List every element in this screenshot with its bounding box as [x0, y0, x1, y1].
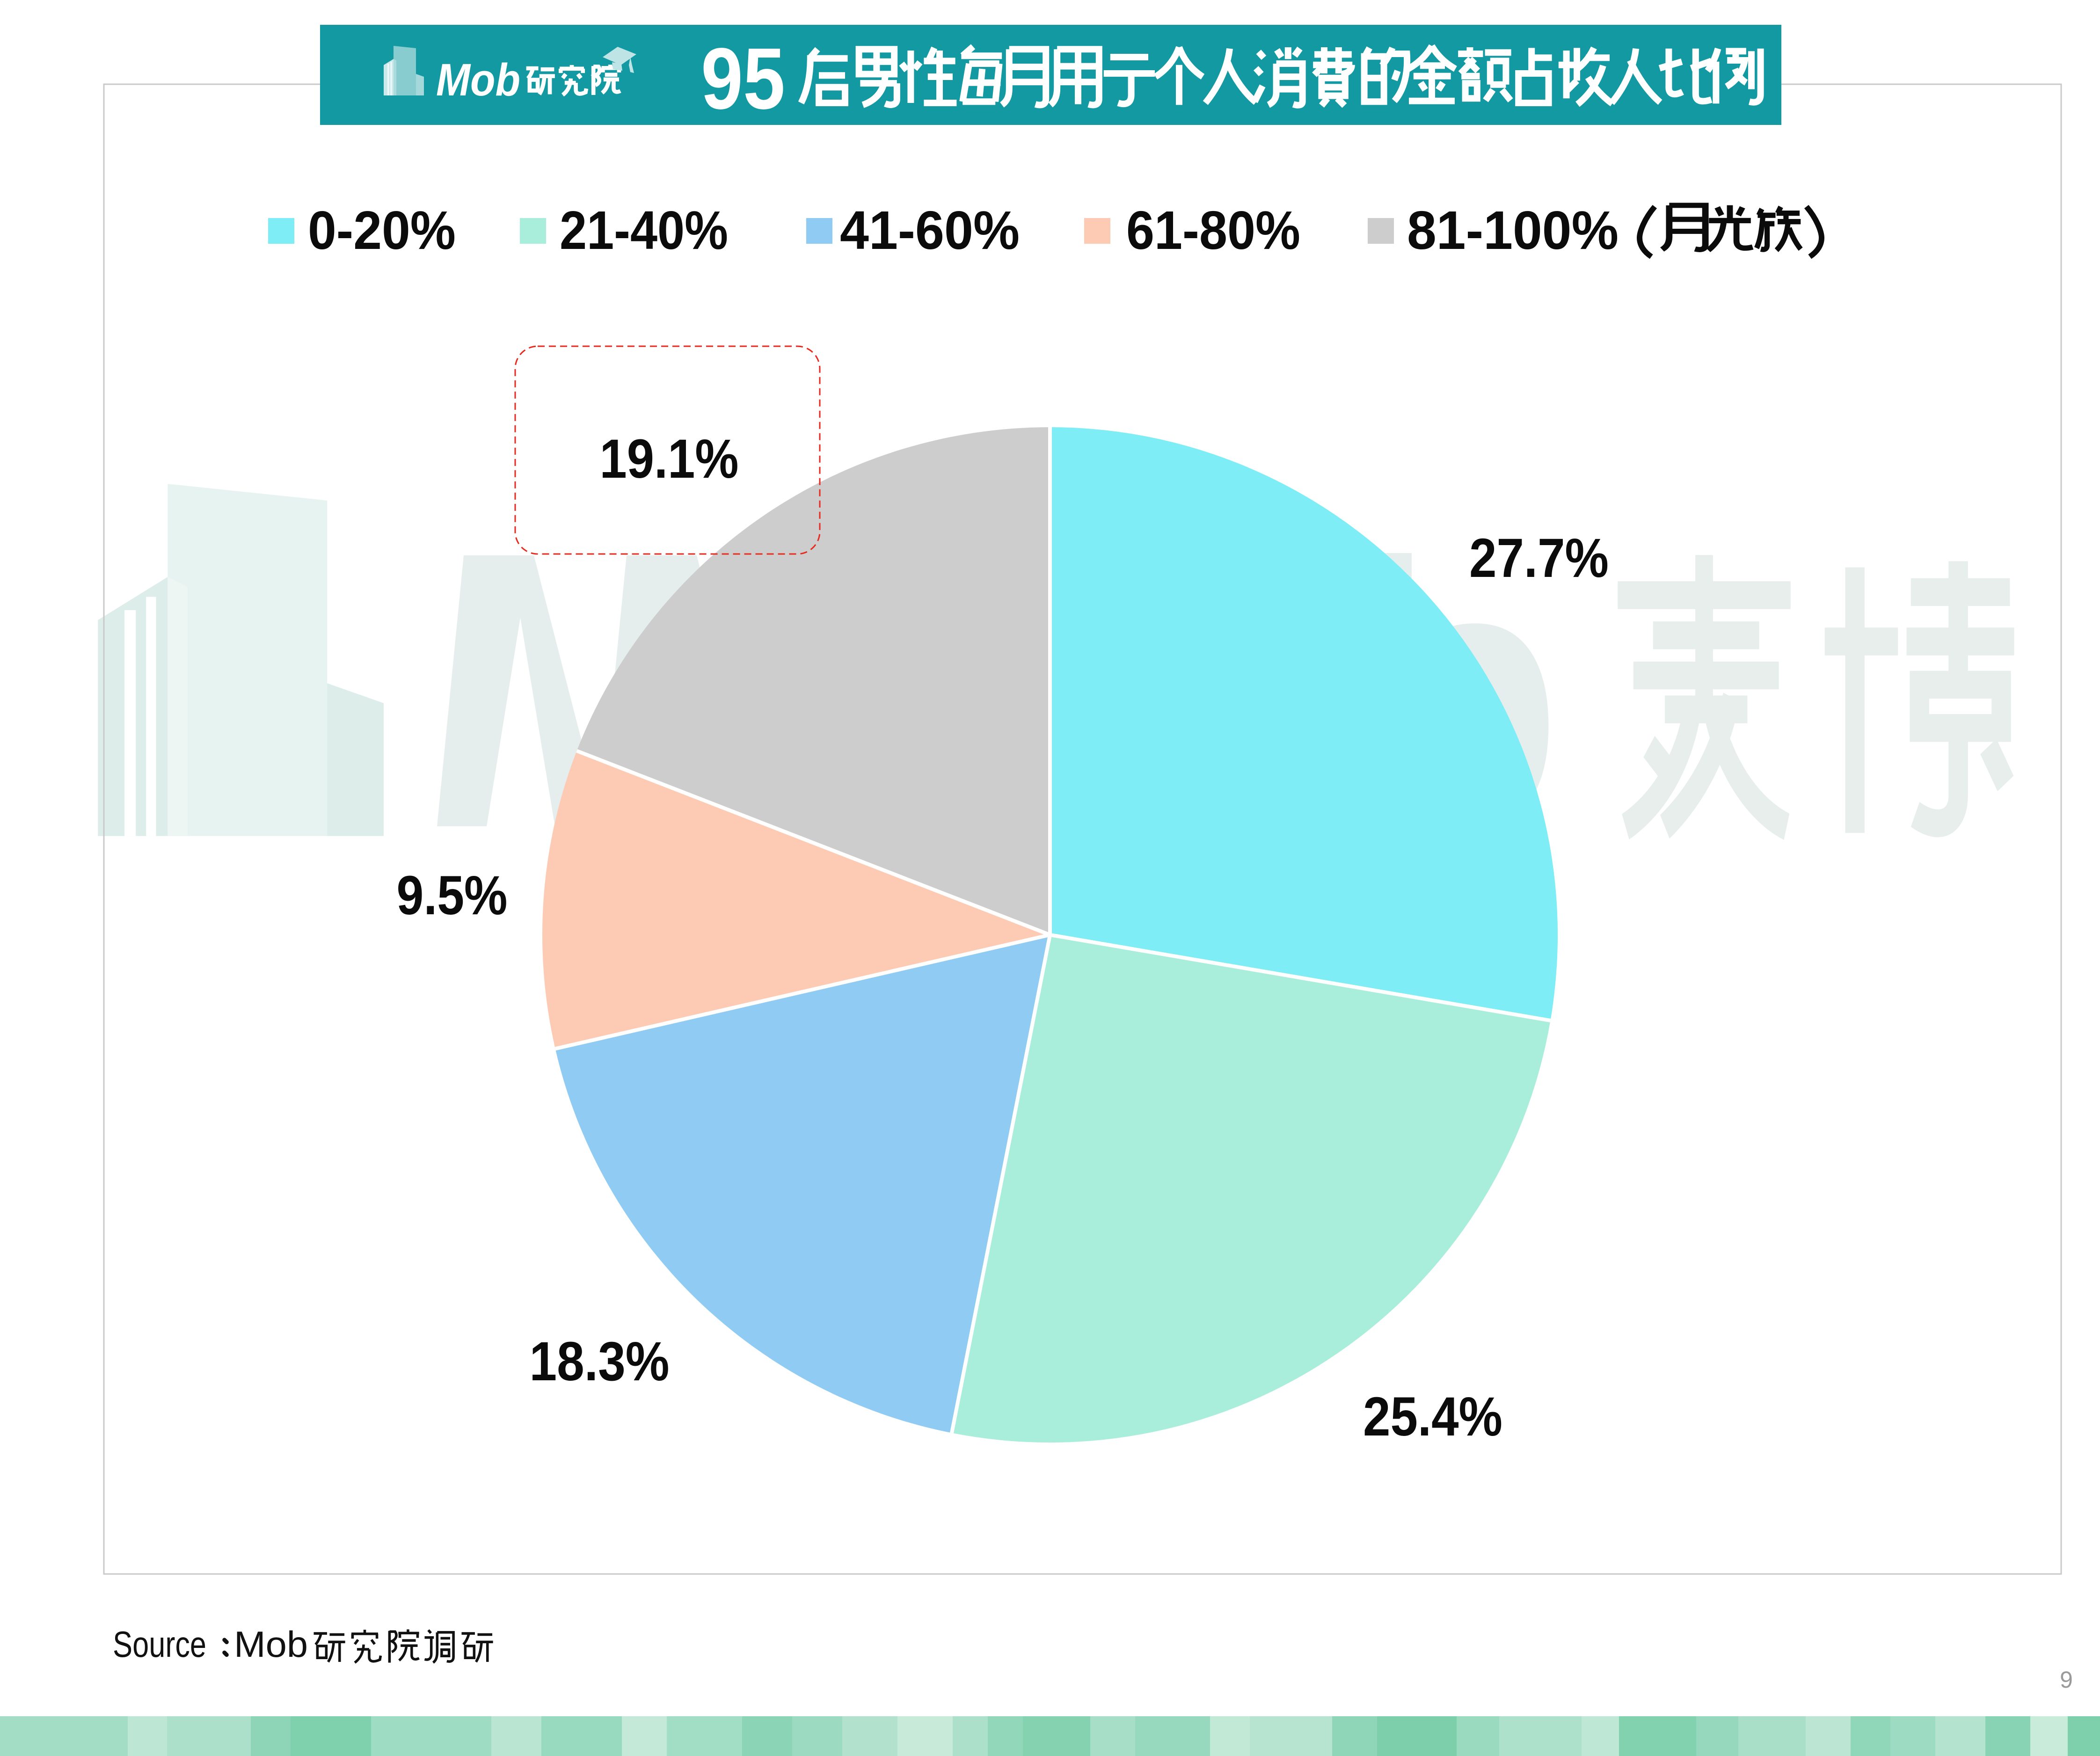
svg-text:61-80%: 61-80% — [1126, 200, 1300, 261]
svg-text:27.7%: 27.7% — [1469, 527, 1609, 589]
svg-text:95: 95 — [701, 30, 785, 127]
svg-text:18.3%: 18.3% — [530, 1331, 670, 1392]
svg-text:9.5%: 9.5% — [397, 865, 508, 926]
svg-text:25.4%: 25.4% — [1363, 1386, 1502, 1448]
svg-text:19.1%: 19.1% — [600, 428, 739, 490]
svg-text:Mob: Mob — [234, 1624, 308, 1665]
svg-text:21-40%: 21-40% — [560, 200, 728, 261]
svg-text:0-20%: 0-20% — [308, 200, 456, 261]
svg-text:81-100%: 81-100% — [1407, 200, 1619, 261]
svg-text:41-60%: 41-60% — [840, 200, 1020, 261]
svg-text:Source: Source — [113, 1624, 206, 1665]
svg-text:9: 9 — [2060, 1667, 2073, 1693]
svg-text:Mob: Mob — [436, 54, 520, 105]
